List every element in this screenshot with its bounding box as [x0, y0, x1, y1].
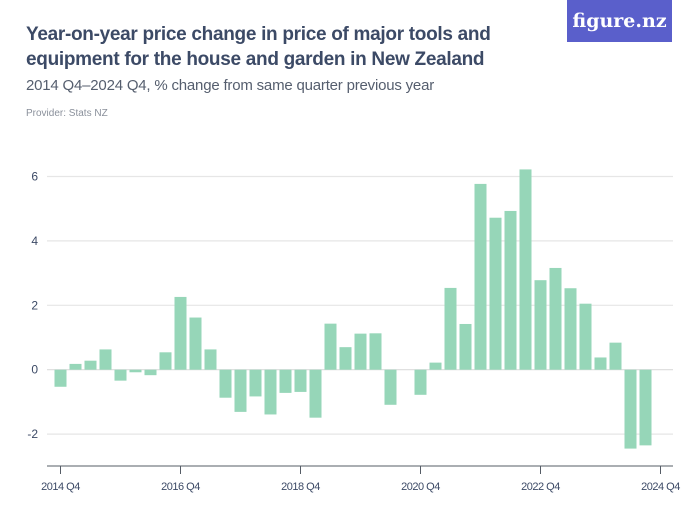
bar[interactable]	[639, 369, 652, 446]
y-tick-label: 0	[31, 363, 38, 377]
bar[interactable]	[519, 169, 532, 370]
bar[interactable]	[189, 317, 202, 370]
bar[interactable]	[624, 369, 637, 449]
bar[interactable]	[549, 267, 562, 370]
x-tick-label: 2020 Q4	[401, 481, 440, 493]
figure-nz-logo[interactable]: figure.nz	[567, 0, 672, 42]
bar[interactable]	[129, 369, 142, 373]
bar[interactable]	[219, 369, 232, 398]
bar[interactable]	[99, 349, 112, 370]
bar[interactable]	[159, 352, 172, 370]
bar[interactable]	[279, 369, 292, 393]
bar[interactable]	[609, 342, 622, 370]
bar[interactable]	[459, 323, 472, 370]
bar[interactable]	[144, 369, 157, 376]
bar[interactable]	[339, 347, 352, 370]
chart-title: Year-on-year price change in price of ma…	[26, 24, 491, 70]
bar[interactable]	[309, 369, 322, 418]
bar[interactable]	[294, 369, 307, 392]
provider-label: Provider: Stats NZ	[26, 108, 108, 119]
y-tick-label: -2	[27, 427, 38, 441]
bar[interactable]	[234, 369, 247, 412]
bar[interactable]	[54, 369, 67, 387]
y-tick-label: 4	[31, 234, 38, 248]
x-tick-label: 2016 Q4	[161, 481, 200, 493]
x-tick-label: 2022 Q4	[521, 481, 560, 493]
bar[interactable]	[489, 217, 502, 370]
bar[interactable]	[564, 288, 577, 370]
chart-subtitle: 2014 Q4–2024 Q4, % change from same quar…	[26, 77, 435, 94]
bar[interactable]	[249, 369, 262, 397]
bar[interactable]	[264, 369, 277, 415]
bar[interactable]	[579, 303, 592, 370]
bar[interactable]	[69, 363, 82, 370]
bar[interactable]	[429, 362, 442, 370]
bar[interactable]	[444, 287, 457, 370]
bar[interactable]	[384, 369, 397, 405]
bar[interactable]	[354, 333, 367, 370]
bar[interactable]	[114, 369, 127, 381]
bar[interactable]	[414, 369, 427, 395]
bar[interactable]	[174, 296, 187, 370]
bar[interactable]	[324, 323, 337, 370]
x-tick-label: 2024 Q4	[641, 481, 680, 493]
y-tick-label: 2	[31, 298, 38, 312]
bar[interactable]	[594, 357, 607, 370]
x-tick-label: 2018 Q4	[281, 481, 320, 493]
y-tick-label: 6	[31, 170, 38, 184]
bar[interactable]	[474, 183, 487, 370]
x-tick-label: 2014 Q4	[41, 481, 80, 493]
bar[interactable]	[84, 360, 97, 370]
bar[interactable]	[504, 210, 517, 370]
bar[interactable]	[204, 349, 217, 370]
bar[interactable]	[369, 333, 382, 370]
bar[interactable]	[534, 280, 547, 370]
